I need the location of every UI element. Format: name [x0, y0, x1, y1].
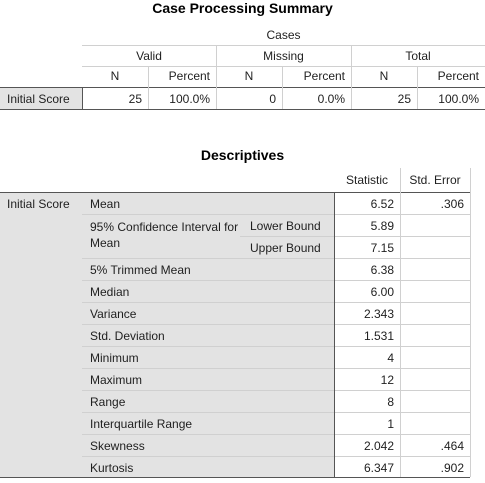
desc-row-line	[240, 236, 470, 237]
subgroup-valid: Valid	[136, 49, 162, 63]
desc-row-statistic: 4	[387, 351, 394, 365]
desc-row-line	[82, 302, 470, 303]
desc-row-label: Interquartile Range	[90, 417, 193, 431]
desc-row-statistic: 5.89	[370, 219, 394, 233]
desc-row-label: 95% Confidence Interval for Mean	[90, 220, 239, 250]
desc-row-statistic: 2.042	[363, 439, 394, 453]
cps-line-subgroups	[82, 66, 485, 67]
cps-vline-4	[351, 45, 352, 109]
cps-line-header-bottom	[0, 87, 485, 88]
desc-row-label: 5% Trimmed Mean	[90, 263, 191, 277]
desc-variable-bg	[0, 193, 82, 478]
desc-row-label: Minimum	[90, 351, 139, 365]
col-header-total-percent: Percent	[437, 69, 479, 83]
desc-row-line	[82, 346, 470, 347]
desc-row-line	[82, 434, 470, 435]
desc-row-std-error: .306	[440, 197, 464, 211]
desc-row-statistic: 6.38	[370, 263, 394, 277]
subgroup-total: Total	[405, 49, 431, 63]
subgroup-missing: Missing	[263, 49, 304, 63]
desc-row-label: Range	[90, 395, 126, 409]
desc-row-label: Skewness	[90, 439, 145, 453]
desc-row-line	[82, 280, 470, 281]
cps-valid-n: 25	[128, 92, 142, 106]
desc-variable-label: Initial Score	[7, 197, 70, 211]
desc-labels-bg	[82, 193, 334, 478]
desc-row-label: Maximum	[90, 373, 143, 387]
col-header-statistic: Statistic	[345, 173, 388, 187]
desc-row-line	[82, 412, 470, 413]
desc-row-sublabel: Upper Bound	[250, 241, 321, 255]
desc-row-line	[82, 368, 470, 369]
desc-row-statistic: 12	[380, 373, 394, 387]
desc-row-statistic: 8	[387, 395, 394, 409]
cps-vline-1	[148, 66, 149, 109]
desc-row-label: Std. Deviation	[90, 329, 165, 343]
desc-row-label: Mean	[90, 197, 121, 211]
cps-row-label-bg	[0, 88, 82, 109]
cps-total-percent: 100.0%	[438, 92, 479, 106]
desc-row-statistic: 6.52	[370, 197, 394, 211]
cps-missing-percent: 0.0%	[317, 92, 345, 106]
desc-row-line	[82, 258, 470, 259]
desc-row-statistic: 1.531	[363, 329, 394, 343]
desc-row-statistic: 7.15	[370, 241, 394, 255]
cps-total-n: 25	[397, 92, 411, 106]
col-header-missing-n: N	[244, 69, 254, 83]
cps-missing-n: 0	[269, 92, 276, 106]
desc-row-statistic: 6.347	[363, 461, 394, 475]
cps-line-cases	[82, 45, 485, 46]
cps-vline-label	[82, 88, 83, 109]
col-header-valid-n: N	[110, 69, 120, 83]
col-header-total-n: N	[379, 69, 389, 83]
desc-row-label: Kurtosis	[90, 461, 134, 475]
cps-vline-3	[282, 66, 283, 109]
desc-vline-right	[470, 168, 471, 477]
desc-vline-statistic	[400, 168, 401, 477]
case-processing-title: Case Processing Summary	[152, 0, 333, 16]
desc-row-std-error: .902	[440, 461, 464, 475]
cps-vline-2	[216, 45, 217, 109]
cases-group-header: Cases	[266, 28, 301, 42]
cps-valid-percent: 100.0%	[169, 92, 210, 106]
col-header-std-error: Std. Error	[409, 173, 461, 187]
cps-vline-5	[417, 66, 418, 109]
col-header-valid-percent: Percent	[168, 69, 210, 83]
desc-vline-label	[334, 193, 335, 477]
cps-line-table-bottom	[0, 109, 485, 110]
desc-line-table-bottom	[0, 477, 470, 478]
desc-row-label: Variance	[90, 307, 137, 321]
descriptives-title: Descriptives	[200, 147, 285, 163]
desc-row-line	[82, 324, 470, 325]
desc-row-line	[82, 456, 470, 457]
desc-line-header-bottom	[0, 192, 470, 193]
desc-row-statistic: 1	[387, 417, 394, 431]
desc-row-label: Median	[90, 285, 130, 299]
cps-row-label: Initial Score	[7, 92, 70, 106]
desc-row-sublabel: Lower Bound	[250, 219, 321, 233]
desc-row-line	[82, 390, 470, 391]
col-header-missing-percent: Percent	[303, 69, 345, 83]
desc-row-statistic: 6.00	[370, 285, 394, 299]
desc-row-std-error: .464	[440, 439, 464, 453]
desc-row-line	[82, 214, 470, 215]
desc-row-statistic: 2.343	[363, 307, 394, 321]
